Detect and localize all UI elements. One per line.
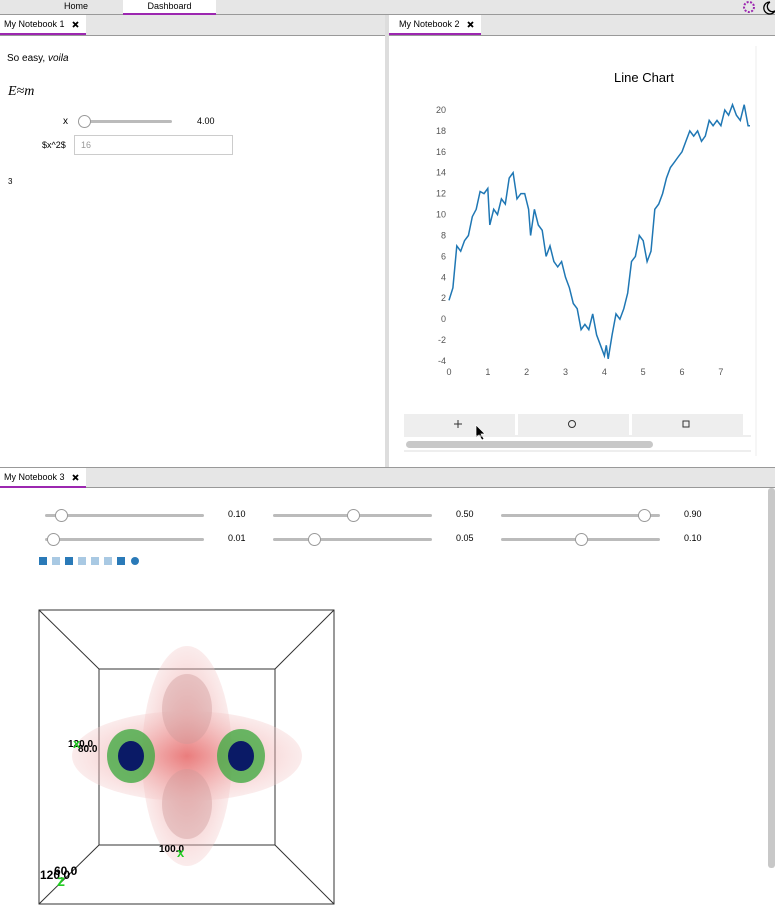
axis-value-label: 100.0 [159, 844, 184, 855]
equation: E≈m [8, 84, 35, 99]
chart-title: Line Chart [614, 70, 674, 85]
output: 3 [8, 177, 13, 186]
slider[interactable] [273, 533, 432, 546]
slider[interactable] [45, 533, 204, 546]
cursor [475, 424, 486, 441]
y-tick-label: 16 [436, 147, 446, 157]
tab-label: Dashboard [147, 1, 192, 11]
text: So easy, voila [7, 53, 69, 64]
slider[interactable] [501, 533, 660, 546]
y-tick-label: 6 [441, 251, 446, 261]
slider-readout: 0.10 [228, 509, 246, 519]
save-icon [682, 420, 690, 428]
tab-notebook-3[interactable]: My Notebook 3 [0, 468, 86, 488]
slider-thumb[interactable] [346, 509, 360, 522]
y-tick-label: 18 [436, 126, 446, 136]
close-icon[interactable] [72, 474, 79, 481]
tab-label: My Notebook 1 [4, 19, 65, 29]
top-bar: Home Dashboard [0, 0, 775, 15]
tabbar-2: My Notebook 2 [389, 15, 775, 36]
pan-icon [454, 420, 462, 428]
axis-letter: x [73, 736, 81, 751]
x-tick-label: 2 [524, 367, 529, 377]
reset-icon [568, 420, 576, 428]
slider[interactable] [78, 115, 172, 128]
y-tick-label: 4 [441, 272, 446, 282]
tabbar-3: My Notebook 3 [0, 467, 775, 488]
axis-value-label: 120.0 [40, 868, 70, 882]
axis-letter: x [177, 845, 185, 860]
reset-button[interactable] [518, 414, 629, 435]
y-tick-label: 14 [436, 168, 446, 178]
x-tick-label: 4 [602, 367, 607, 377]
y-tick-label: -2 [438, 335, 446, 345]
tabbar-1: My Notebook 1 [0, 15, 385, 36]
scrollbar[interactable] [406, 441, 653, 448]
slider-thumb[interactable] [46, 533, 60, 546]
y-tick-label: 12 [436, 189, 446, 199]
icons[interactable] [738, 0, 775, 15]
input[interactable]: 16 [74, 135, 233, 155]
y-tick-label: 8 [441, 230, 446, 240]
y-tick-label: 2 [441, 293, 446, 303]
slider-readout: 0.10 [684, 533, 702, 543]
close-icon[interactable] [467, 21, 474, 28]
y-tick-label: 10 [436, 210, 446, 220]
x-tick-label: 6 [680, 367, 685, 377]
input-value: 16 [81, 140, 92, 150]
axis-value-label: 60.0 [54, 864, 78, 878]
close-icon[interactable] [72, 21, 79, 28]
slider-thumb[interactable] [308, 533, 322, 546]
tab-notebook-2[interactable]: My Notebook 2 [389, 15, 481, 35]
y-tick-label: -4 [438, 356, 446, 366]
slider-thumb[interactable] [54, 509, 68, 522]
axis-value-label: 120.0 [68, 739, 93, 750]
divider [385, 15, 389, 467]
save-button[interactable] [632, 414, 743, 435]
volume-toolbar[interactable] [38, 556, 142, 566]
x-tick-label: 0 [446, 367, 451, 377]
notebook-3: 120.0 80.0 100.0 120.0 60.0 x x z 0.10 0.50 0.90 0… [0, 488, 775, 913]
slider-readout: 0.05 [456, 533, 474, 543]
notebook-1: So easy, voila E≈m x 4.00 $x^2$ 16 3 [0, 36, 385, 466]
slider-thumb[interactable] [574, 533, 588, 546]
tab-notebook-1[interactable]: My Notebook 1 [0, 15, 86, 35]
y-tick-label: 0 [441, 314, 446, 324]
text-emphasis: voila [47, 53, 69, 64]
input-label: $x^2$ [42, 140, 66, 150]
axis-letter: z [57, 873, 65, 890]
x-tick-label: 5 [641, 367, 646, 377]
line-series [448, 102, 750, 360]
tab-home[interactable]: Home [64, 1, 89, 11]
slider-readout: 4.00 [197, 116, 215, 126]
slider[interactable] [273, 509, 432, 522]
slider[interactable] [45, 509, 204, 522]
slider[interactable] [501, 509, 660, 522]
text-plain: So easy, [7, 53, 48, 64]
scrollbar[interactable] [768, 488, 775, 868]
slider-readout: 0.50 [456, 509, 474, 519]
tab-label: My Notebook 3 [4, 472, 65, 482]
slider-readout: 0.01 [228, 533, 246, 543]
slider-thumb[interactable] [78, 115, 91, 128]
tab-label: My Notebook 2 [399, 19, 460, 29]
slider-readout: 0.90 [684, 509, 702, 519]
x-tick-label: 3 [563, 367, 568, 377]
y-tick-label: 20 [436, 105, 446, 115]
toolbar [404, 46, 757, 456]
slider-thumb[interactable] [638, 509, 652, 522]
axis-value-label: 80.0 [78, 744, 98, 755]
tab-dashboard[interactable]: Dashboard [123, 0, 216, 15]
x-tick-label: 1 [485, 367, 490, 377]
x-tick-label: 7 [718, 367, 723, 377]
slider-label: x [63, 116, 68, 127]
